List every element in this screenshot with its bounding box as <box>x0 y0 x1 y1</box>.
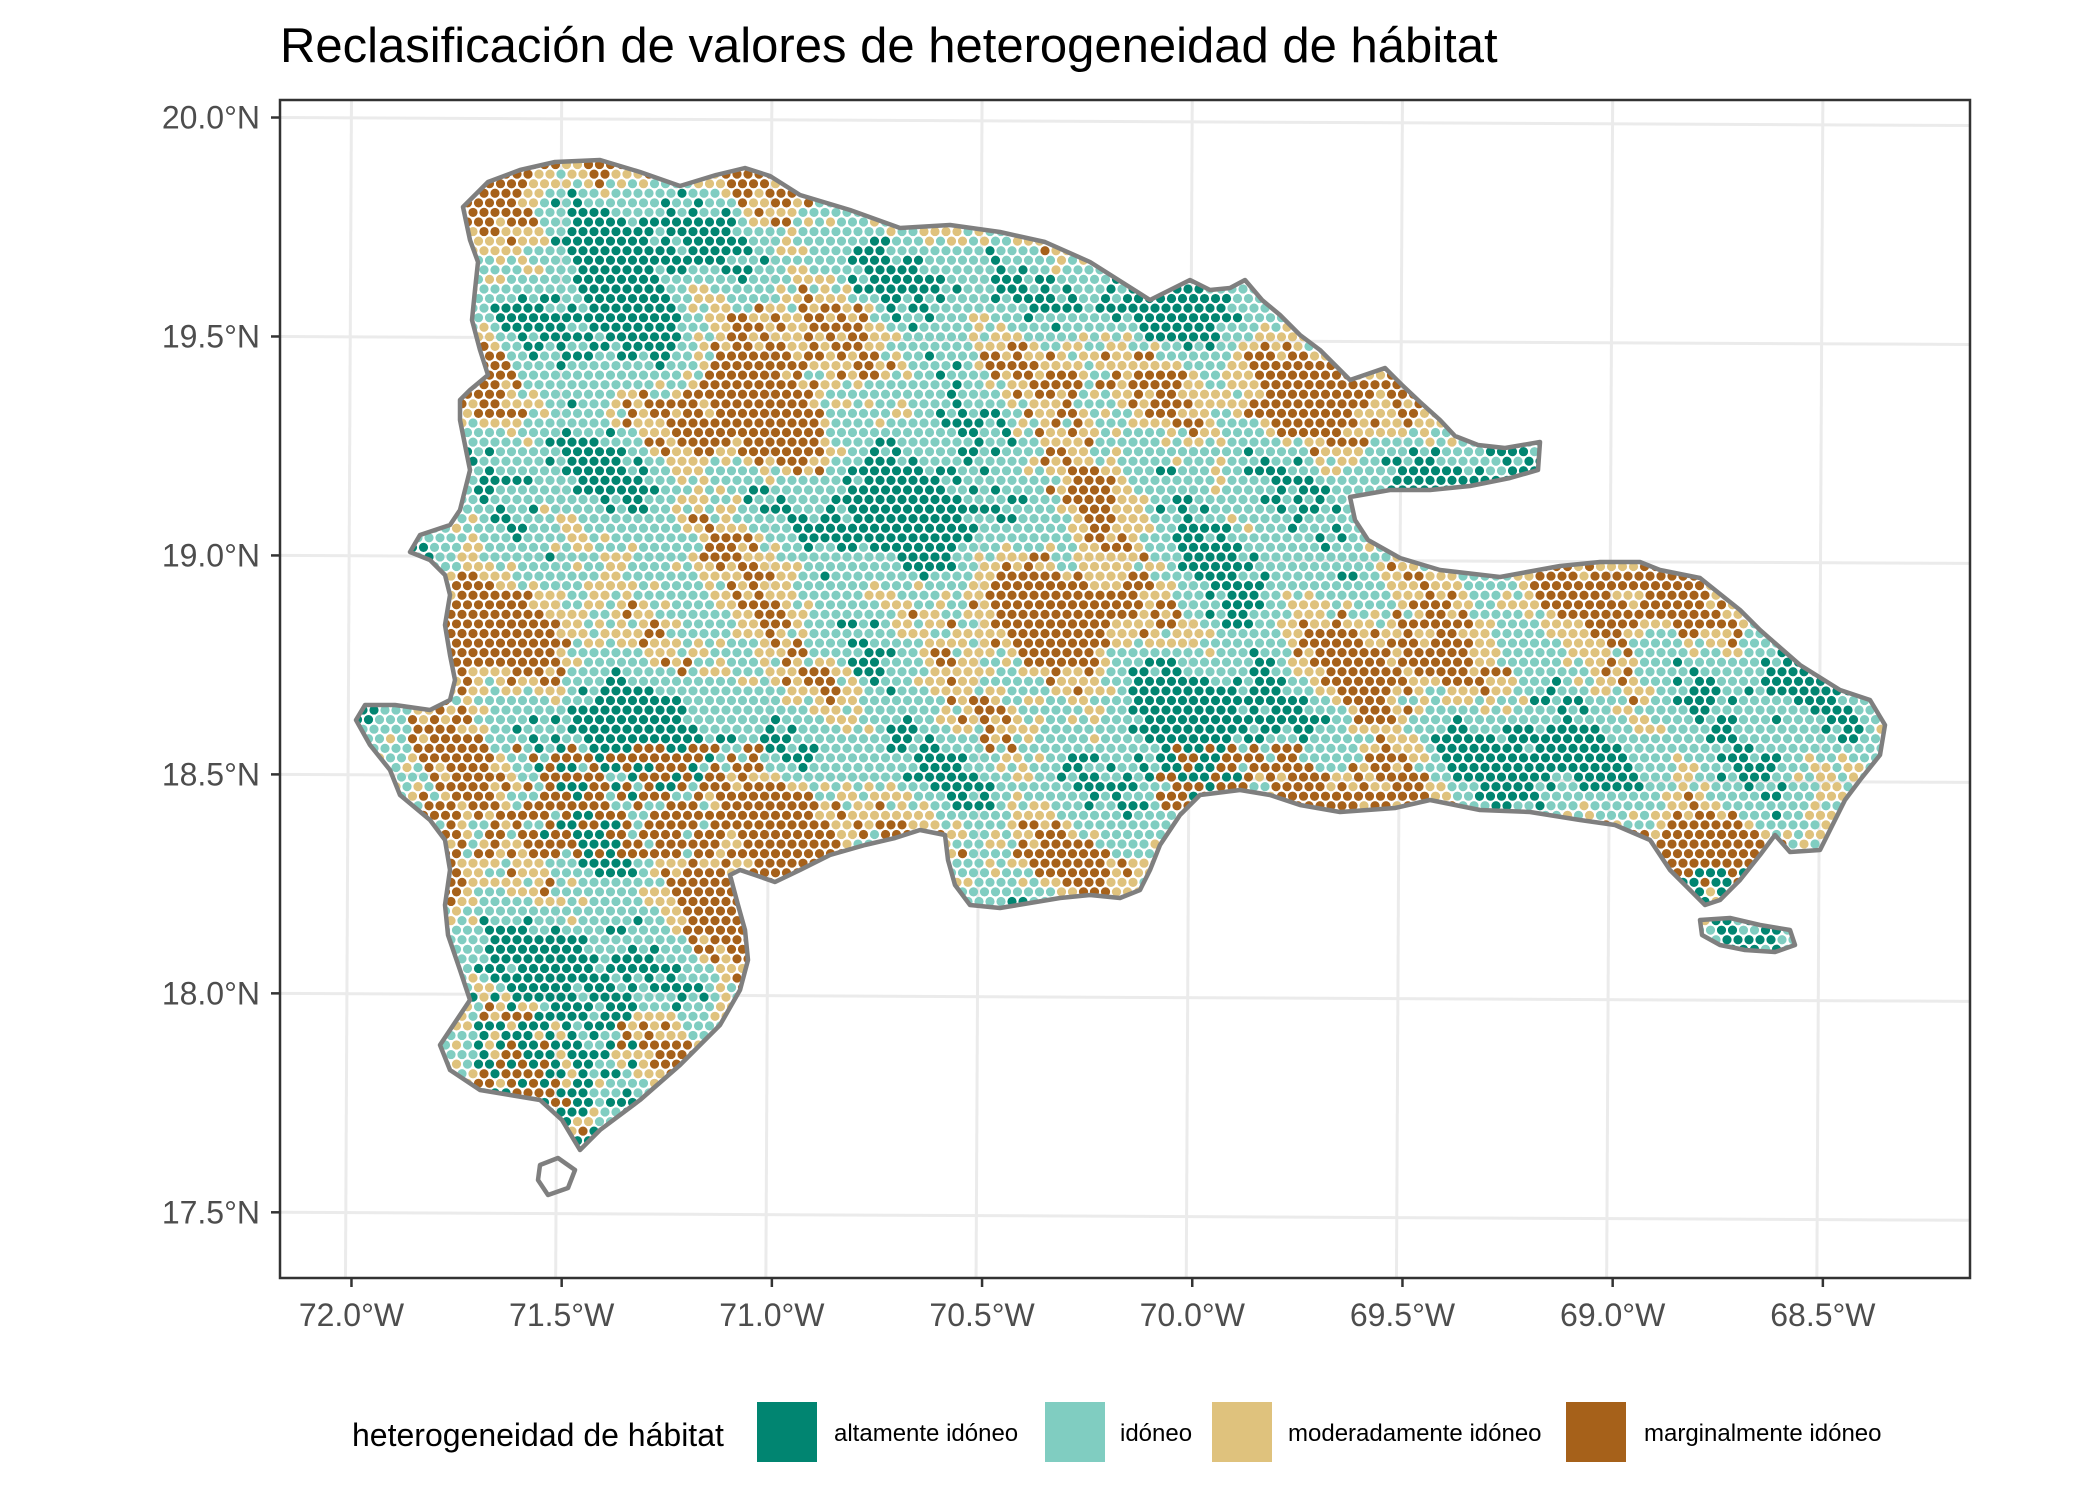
latitude-axis: 20.0°N 19.5°N 19.0°N 18.5°N 18.0°N 17.5°N <box>162 100 280 1230</box>
lon-tick-label: 71.5°W <box>509 1297 615 1333</box>
legend-label: marginalmente idóneo <box>1644 1420 1881 1447</box>
lat-tick-label: 20.0°N <box>162 100 260 136</box>
coastline <box>353 157 1888 1198</box>
legend-title: heterogeneidad de hábitat <box>352 1417 724 1453</box>
lon-gridline <box>343 100 353 1278</box>
lon-tick-label: 69.0°W <box>1560 1297 1666 1333</box>
saona-island-coastline <box>1697 915 1798 955</box>
legend: heterogeneidad de hábitat altamente idón… <box>352 1402 1881 1462</box>
legend-label: idóneo <box>1120 1420 1192 1447</box>
lon-tick-label: 69.5°W <box>1350 1297 1456 1333</box>
lat-tick-label: 17.5°N <box>162 1194 260 1230</box>
lon-tick-label: 68.5°W <box>1770 1297 1876 1333</box>
legend-items: altamente idóneo idóneo moderadamente idón… <box>757 1402 1881 1462</box>
legend-key <box>757 1402 817 1462</box>
lat-gridline <box>280 1210 1970 1222</box>
beata-island-coastline <box>535 1155 578 1198</box>
lon-tick-label: 72.0°W <box>299 1297 405 1333</box>
longitude-axis: 72.0°W 71.5°W 71.0°W 70.5°W 70.0°W 69.5°W 69.0… <box>299 1278 1876 1333</box>
legend-label: moderadamente idóneo <box>1288 1420 1542 1447</box>
legend-key <box>1212 1402 1272 1462</box>
lon-tick-label: 70.5°W <box>929 1297 1035 1333</box>
map-panel <box>278 98 1972 1280</box>
legend-label: altamente idóneo <box>834 1420 1018 1447</box>
lat-tick-label: 19.5°N <box>162 318 260 354</box>
lon-gridline <box>1815 100 1825 1278</box>
lon-tick-label: 70.0°W <box>1140 1297 1246 1333</box>
map-title: Reclasificación de valores de heterogene… <box>280 19 1498 73</box>
lon-tick-label: 71.0°W <box>719 1297 825 1333</box>
lat-tick-label: 18.5°N <box>162 756 260 792</box>
hispaniola-coastline <box>353 157 1888 1153</box>
legend-key <box>1045 1402 1105 1462</box>
panel-border <box>278 98 1972 1280</box>
hex-idoneo <box>356 160 1885 1155</box>
legend-key <box>1566 1402 1626 1462</box>
lat-tick-label: 19.0°N <box>162 537 260 573</box>
lat-tick-label: 18.0°N <box>162 975 260 1011</box>
